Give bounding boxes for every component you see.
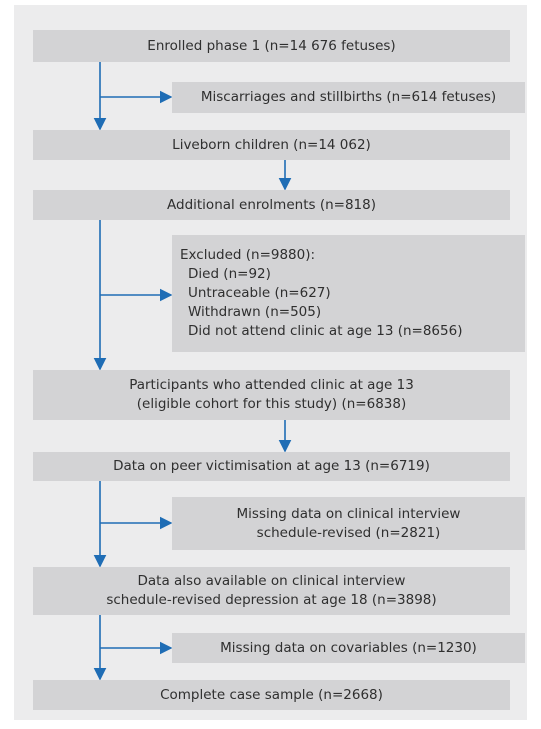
box-text: Participants who attended clinic at age … [129, 377, 414, 393]
box-text: schedule-revised (n=2821) [256, 524, 441, 541]
flow-box: Enrolled phase 1 (n=14 676 fetuses) [33, 30, 510, 62]
flow-box: Missing data on clinical interview schedu… [172, 497, 525, 550]
flow-box: Participants who attended clinic at age … [33, 370, 510, 420]
box-text: Liveborn children (n=14 062) [172, 136, 371, 153]
box-text: Additional enrolments (n=818) [167, 196, 376, 213]
box-text: Did not attend clinic at age 13 (n=8656) [188, 323, 463, 339]
box-text: Untraceable (n=627) [188, 285, 331, 301]
box-text: Missing data on covariables (n=1230) [220, 639, 477, 656]
flow-box: Missing data on covariables (n=1230) [172, 633, 525, 663]
box-text: Died (n=92) [188, 266, 271, 282]
flow-box: Data on peer victimisation at age 13 (n=… [33, 452, 510, 481]
box-text: Data also available on clinical intervie… [137, 573, 406, 589]
box-text: Complete case sample (n=2668) [160, 686, 383, 703]
box-text: Excluded (n=9880): [180, 247, 316, 263]
flow-box: Complete case sample (n=2668) [33, 680, 510, 710]
flow-box: Liveborn children (n=14 062) [33, 130, 510, 160]
box-text: Miscarriages and stillbirths (n=614 fetu… [200, 89, 497, 105]
flow-box: Data also available on clinical intervie… [33, 567, 510, 615]
box-text: Data on peer victimisation at age 13 (n=… [113, 458, 430, 474]
box-text: Withdrawn (n=505) [188, 304, 322, 320]
box-text: Missing data on clinical interview [236, 505, 461, 522]
arrow-group [93, 62, 292, 681]
flow-box: Miscarriages and stillbirths (n=614 fetu… [172, 82, 525, 113]
flow-box: Excluded (n=9880): Died (n=92) Untraceable… [172, 235, 525, 352]
box-text: (eligible cohort for this study) (n=6838… [136, 396, 407, 412]
flow-box: Additional enrolments (n=818) [33, 190, 510, 220]
box-text: Enrolled phase 1 (n=14 676 fetuses) [147, 37, 396, 54]
box-text: schedule-revised depression at age 18 (n… [106, 592, 437, 608]
